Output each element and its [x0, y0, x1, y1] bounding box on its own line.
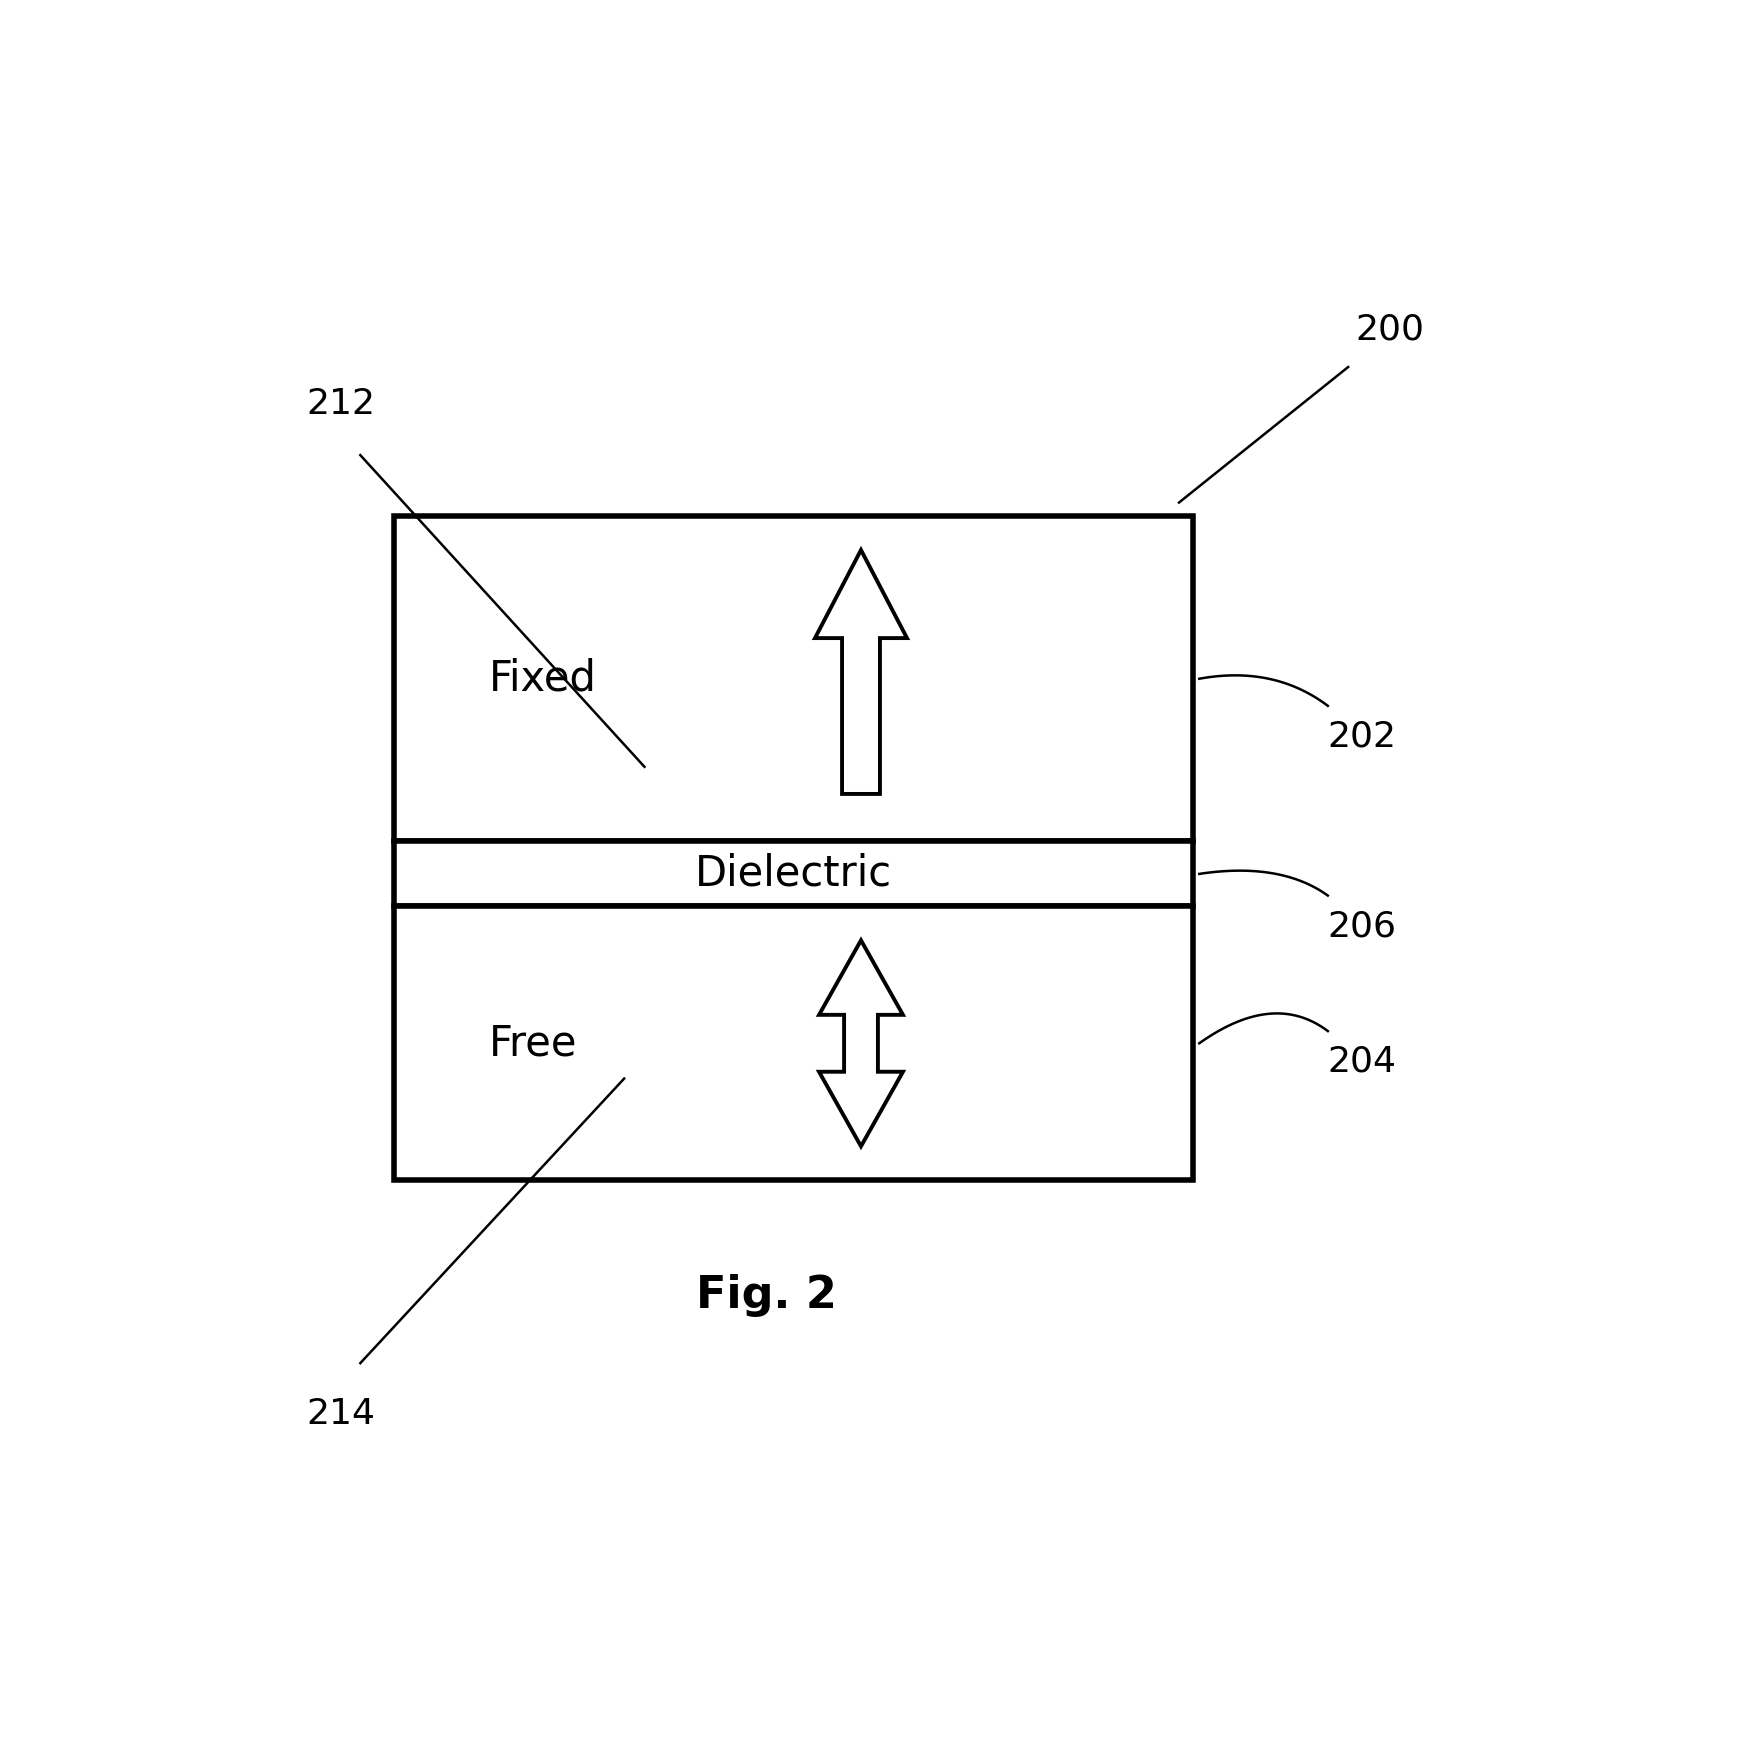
Bar — [395, 516, 1193, 841]
Text: 200: 200 — [1355, 313, 1425, 347]
Text: 212: 212 — [306, 387, 375, 421]
Text: Fig. 2: Fig. 2 — [697, 1274, 836, 1316]
Bar — [395, 841, 1193, 906]
Text: 206: 206 — [1329, 910, 1397, 943]
Text: Dielectric: Dielectric — [695, 854, 892, 894]
Text: Fixed: Fixed — [489, 658, 597, 700]
Polygon shape — [819, 940, 903, 1146]
Bar — [395, 906, 1193, 1181]
Text: 202: 202 — [1329, 720, 1397, 753]
Polygon shape — [815, 549, 906, 794]
Text: 214: 214 — [306, 1397, 375, 1431]
Text: 204: 204 — [1329, 1045, 1397, 1079]
Text: Free: Free — [489, 1023, 578, 1065]
